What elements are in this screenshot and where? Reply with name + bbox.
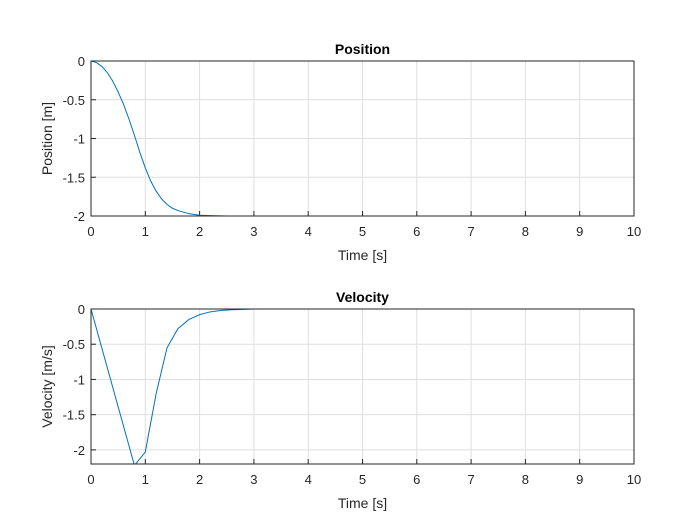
velocity-x-tick-label: 7 — [467, 472, 474, 487]
velocity-x-tick-label: 2 — [196, 472, 203, 487]
velocity-x-tick-label: 0 — [87, 472, 94, 487]
position-x-tick-label: 8 — [522, 224, 529, 239]
velocity-x-axis-label: Time [s] — [338, 495, 387, 511]
position-y-tick-label: -1 — [73, 132, 85, 147]
position-axes-box — [90, 60, 635, 217]
position-subplot: 0 1 2 3 4 5 6 7 8 9 10 0 -0.5 -1 -1.5 -2 Position Time [s… — [39, 41, 641, 263]
velocity-y-tick-label: -0.5 — [63, 337, 85, 352]
velocity-y-tick-label: -1.5 — [63, 408, 85, 423]
velocity-y-tick-label: 0 — [78, 302, 85, 317]
velocity-y-axis-label: Velocity [m/s] — [39, 345, 55, 427]
position-x-tick-label: 9 — [576, 224, 583, 239]
position-x-tick-label: 2 — [196, 224, 203, 239]
velocity-axes-box — [90, 308, 635, 465]
velocity-x-tick-label: 6 — [413, 472, 420, 487]
position-y-axis-label: Position [m] — [39, 102, 55, 175]
velocity-y-tick-label: -2 — [73, 443, 85, 458]
position-y-tick-label: -2 — [73, 209, 85, 224]
position-y-tick-label: 0 — [78, 54, 85, 69]
position-y-tick-label: -0.5 — [63, 93, 85, 108]
velocity-subplot: 0 1 2 3 4 5 6 7 8 9 10 0 -0.5 -1 -1.5 -2 Velocity Time [s… — [39, 289, 641, 511]
position-x-tick-label: 10 — [627, 224, 641, 239]
velocity-chart-title: Velocity — [336, 289, 389, 305]
position-x-tick-label: 1 — [142, 224, 149, 239]
velocity-x-tick-label: 5 — [359, 472, 366, 487]
position-x-tick-label: 6 — [413, 224, 420, 239]
position-x-axis-label: Time [s] — [338, 247, 387, 263]
position-chart-title: Position — [335, 41, 390, 57]
position-x-tick-label: 4 — [305, 224, 312, 239]
velocity-x-tick-label: 9 — [576, 472, 583, 487]
position-x-tick-label: 3 — [250, 224, 257, 239]
position-y-tick-label: -1.5 — [63, 170, 85, 185]
position-x-tick-label: 0 — [87, 224, 94, 239]
velocity-x-tick-label: 3 — [250, 472, 257, 487]
velocity-series-0-line — [91, 309, 634, 464]
velocity-y-tick-label: -1 — [73, 372, 85, 387]
velocity-x-tick-label: 10 — [627, 472, 641, 487]
velocity-x-tick-label: 1 — [142, 472, 149, 487]
position-x-tick-label: 7 — [467, 224, 474, 239]
position-x-tick-label: 5 — [359, 224, 366, 239]
position-series-0-line — [91, 61, 634, 216]
velocity-x-tick-label: 8 — [522, 472, 529, 487]
velocity-x-tick-label: 4 — [305, 472, 312, 487]
